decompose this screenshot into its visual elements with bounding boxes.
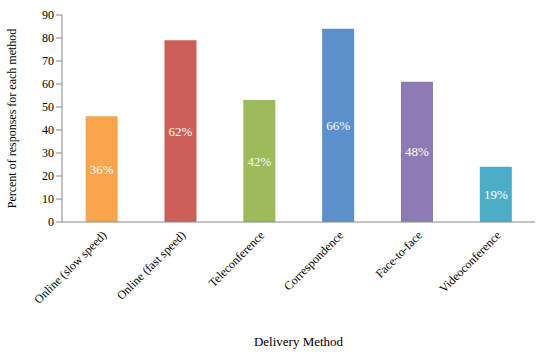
svg-text:Percent of responses for each: Percent of responses for each method — [8, 29, 19, 209]
svg-text:48%: 48% — [405, 144, 429, 159]
svg-text:10: 10 — [42, 192, 54, 206]
svg-text:Online (slow speed): Online (slow speed) — [31, 228, 109, 306]
svg-text:Correspondence: Correspondence — [281, 228, 346, 293]
svg-text:20: 20 — [42, 169, 54, 183]
svg-text:0: 0 — [48, 215, 54, 229]
svg-text:Online (fast speed): Online (fast speed) — [114, 228, 188, 302]
svg-text:70: 70 — [42, 54, 54, 68]
svg-text:66%: 66% — [326, 118, 350, 133]
svg-text:36%: 36% — [90, 162, 114, 177]
svg-text:Videoconference: Videoconference — [436, 228, 503, 295]
svg-text:Teleconference: Teleconference — [206, 228, 268, 290]
svg-text:60: 60 — [42, 77, 54, 91]
svg-text:50: 50 — [42, 100, 54, 114]
svg-text:19%: 19% — [484, 187, 508, 202]
svg-text:62%: 62% — [169, 124, 193, 139]
svg-text:80: 80 — [42, 31, 54, 45]
svg-text:Delivery Method: Delivery Method — [254, 334, 344, 349]
svg-text:Face-to-face: Face-to-face — [373, 228, 425, 280]
svg-text:42%: 42% — [247, 154, 271, 169]
svg-text:90: 90 — [42, 8, 54, 22]
svg-text:40: 40 — [42, 123, 54, 137]
svg-text:30: 30 — [42, 146, 54, 160]
